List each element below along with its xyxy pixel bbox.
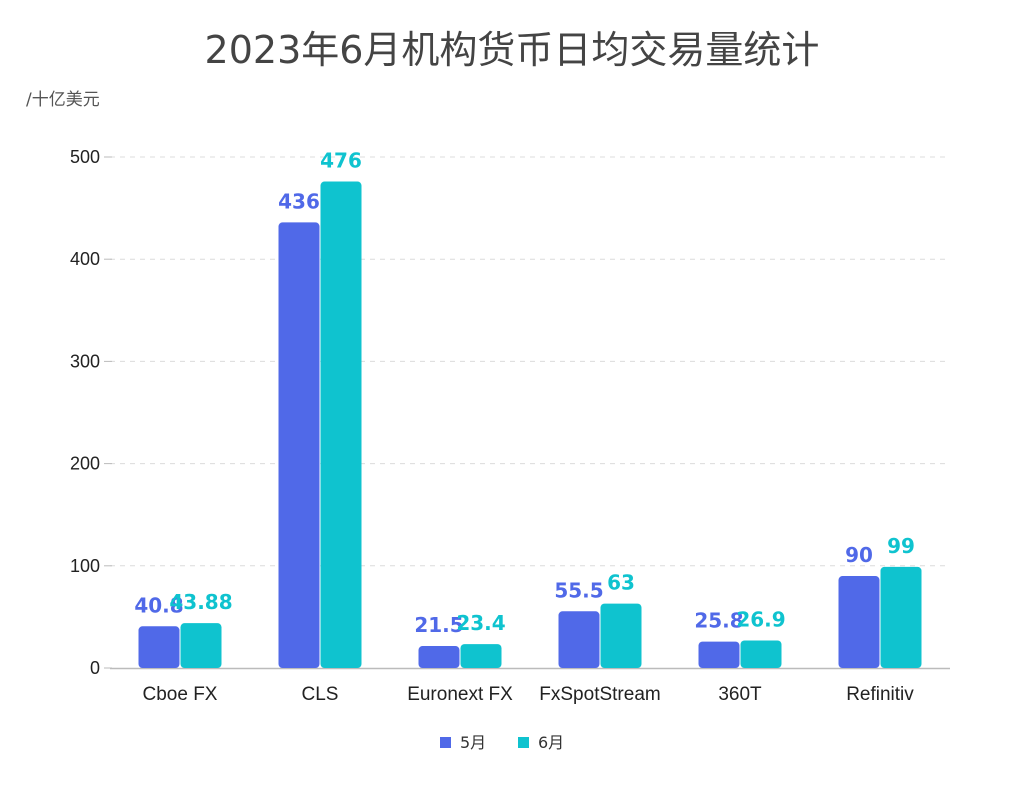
x-category-label: CLS [302,684,339,705]
data-label: 99 [887,534,915,558]
bar [558,611,600,668]
legend-swatch [518,737,529,748]
y-tick-label: 500 [70,147,100,167]
bar [460,644,502,668]
bars [138,181,922,668]
chart-title: 2023年6月机构货币日均交易量统计 [205,28,820,72]
x-category-label: 360T [718,684,762,705]
bar [880,566,922,668]
y-tick-label: 200 [70,454,100,474]
y-axis-unit-label: /十亿美元 [26,90,100,110]
x-category-label: Refinitiv [846,684,914,705]
bar [138,626,180,668]
x-category-label: FxSpotStream [539,684,660,705]
data-label: 55.5 [554,578,603,602]
bar [740,640,782,668]
x-axis-categories: Cboe FX CLS Euronext FX FxSpotStream 360T Ref… [143,684,915,705]
data-label: 40.8 [134,593,183,617]
data-label: 63 [607,571,635,595]
y-tick-label: 100 [70,556,100,576]
data-label: 26.9 [736,608,785,632]
data-label: 21.5 [414,613,463,637]
x-category-label: Euronext FX [407,684,513,705]
y-tick-label: 300 [70,351,100,371]
bar [418,646,460,668]
y-tick-label: 0 [90,658,100,678]
y-tick-label: 400 [70,249,100,269]
legend-label: 5月 [460,733,486,752]
legend-label: 6月 [538,733,564,752]
bar [180,623,222,668]
legend: 5月 6月 [440,733,564,752]
grid-lines [110,156,950,567]
bar [600,603,642,668]
data-label: 25.8 [694,609,743,633]
bar [838,576,880,668]
data-label: 476 [320,149,362,173]
data-label: 90 [845,543,873,567]
data-label: 43.88 [169,590,232,614]
y-axis-ticks: 0 100 200 300 400 500 [70,147,112,678]
x-category-label: Cboe FX [143,684,218,705]
bar [320,181,362,668]
bar [698,641,740,668]
data-label: 436 [278,189,320,213]
bar [278,222,320,668]
legend-swatch [440,737,451,748]
data-label: 23.4 [456,611,505,635]
